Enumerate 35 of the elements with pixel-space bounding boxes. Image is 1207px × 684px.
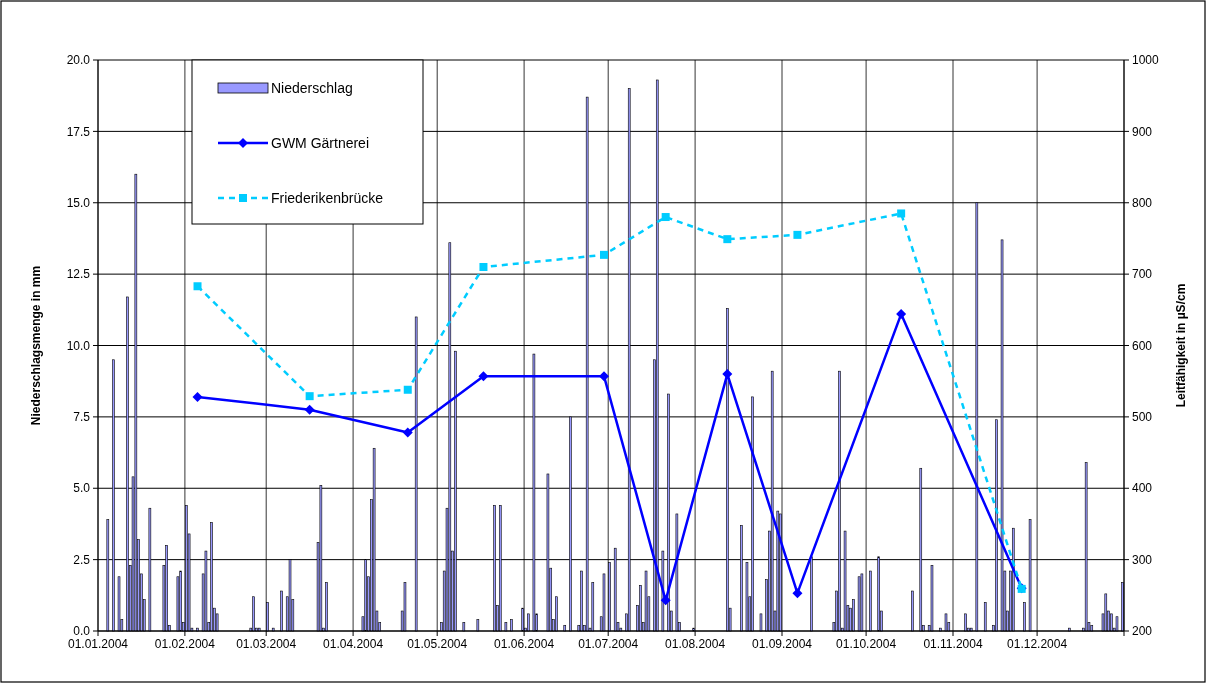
x-tick-label: 01.09.2004 bbox=[751, 637, 813, 651]
y-axis-title: Niederschlagsmenge in mm bbox=[29, 265, 43, 426]
y-tick-label: 17.5 bbox=[66, 124, 91, 139]
y-tick-label: 7.5 bbox=[73, 410, 91, 425]
y-tick-label: 10.0 bbox=[66, 338, 91, 353]
x-tick-label: 01.05.2004 bbox=[407, 637, 468, 651]
x-tick-label: 01.02.2004 bbox=[154, 637, 216, 651]
x-tick-label: 01.10.2004 bbox=[836, 637, 897, 651]
y2-tick-label: 700 bbox=[1132, 267, 1153, 282]
y2-tick-label: 500 bbox=[1132, 410, 1153, 425]
y-tick-label: 12.5 bbox=[66, 267, 91, 282]
x-tick-label: 01.08.2004 bbox=[665, 637, 726, 651]
y-tick-label: 15.0 bbox=[66, 195, 91, 210]
x-tick-label: 01.12.2004 bbox=[1007, 637, 1068, 651]
y-tick-label: 2.5 bbox=[73, 552, 91, 567]
y2-tick-label: 200 bbox=[1132, 624, 1153, 639]
x-tick-label: 01.07.2004 bbox=[578, 637, 639, 651]
y2-tick-label: 600 bbox=[1132, 338, 1153, 353]
x-tick-label: 01.03.2004 bbox=[236, 637, 297, 651]
y-tick-label: 20.0 bbox=[66, 53, 91, 68]
x-tick-label: 01.01.2004 bbox=[67, 637, 129, 651]
x-tick-label: 01.04.2004 bbox=[323, 637, 384, 651]
y2-tick-label: 1000 bbox=[1132, 53, 1160, 68]
legend-label: GWM Gärtnerei bbox=[271, 134, 370, 151]
legend-label: Niederschlag bbox=[271, 79, 353, 96]
y-tick-label: 0.0 bbox=[73, 624, 91, 639]
y2-axis-title: Leitfähigkeit in µS/cm bbox=[1174, 283, 1188, 408]
y-tick-label: 5.0 bbox=[73, 481, 91, 496]
x-tick-label: 01.06.2004 bbox=[494, 637, 555, 651]
x-tick-label: 01.11.2004 bbox=[923, 637, 983, 651]
y2-tick-label: 400 bbox=[1132, 481, 1153, 496]
y2-tick-label: 800 bbox=[1132, 195, 1153, 210]
y2-tick-label: 300 bbox=[1132, 552, 1153, 567]
y2-tick-label: 900 bbox=[1132, 124, 1153, 139]
legend-label: Friederikenbrücke bbox=[271, 189, 384, 206]
